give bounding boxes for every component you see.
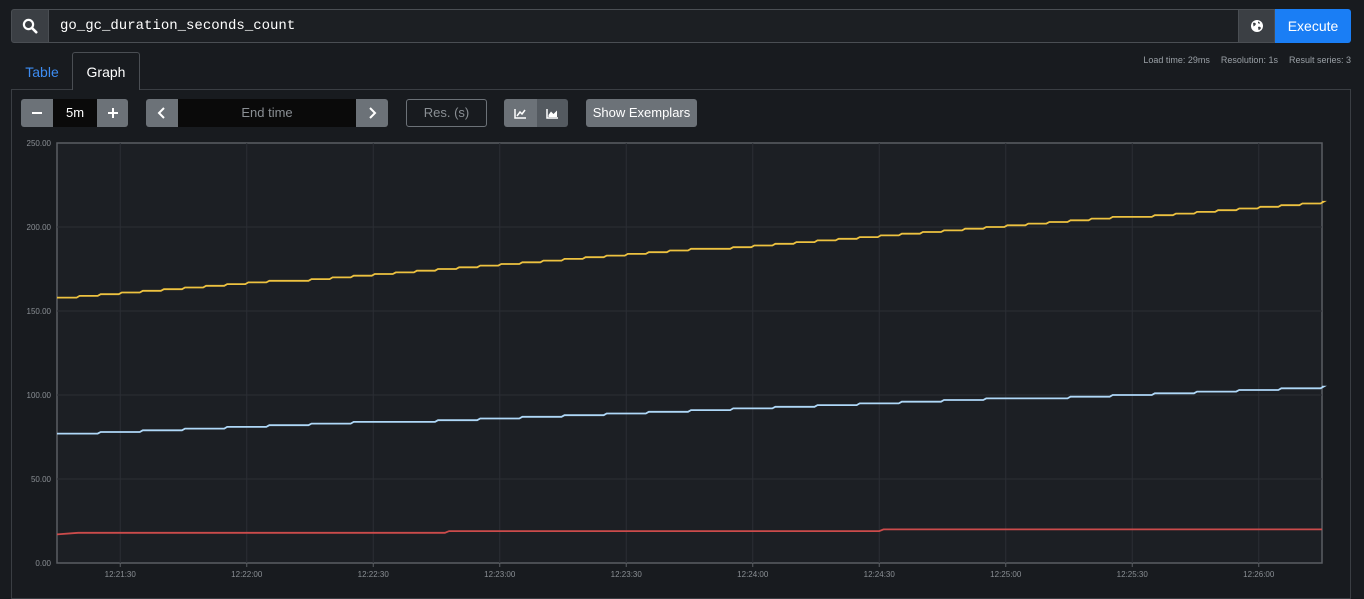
unstacked-lines-button[interactable] — [504, 99, 537, 127]
increase-range-button[interactable] — [97, 99, 128, 127]
chevron-right-icon — [369, 107, 377, 119]
search-icon-box — [11, 9, 49, 43]
previous-time-button[interactable] — [146, 99, 178, 127]
x-tick-label: 12:22:30 — [358, 570, 390, 579]
tab-table[interactable]: Table — [25, 64, 59, 80]
query-stats: Load time: 29ms Resolution: 1s Result se… — [1143, 55, 1351, 65]
area-chart-icon — [546, 108, 558, 119]
x-tick-label: 12:24:00 — [737, 570, 769, 579]
y-tick-label: 200.00 — [27, 223, 52, 232]
decrease-range-button[interactable] — [21, 99, 53, 127]
result-series-stat: Result series: 3 — [1288, 55, 1351, 65]
range-input[interactable]: 5m — [53, 99, 97, 127]
x-tick-label: 12:25:30 — [1117, 570, 1149, 579]
show-exemplars-button[interactable]: Show Exemplars — [586, 99, 697, 127]
stacked-area-button[interactable] — [537, 99, 568, 127]
search-icon — [22, 18, 38, 34]
y-tick-label: 0.00 — [35, 559, 51, 568]
series-line-1 — [57, 200, 1327, 299]
execute-button[interactable]: Execute — [1275, 9, 1351, 43]
plot-area — [56, 142, 1323, 564]
end-time-input[interactable]: End time — [178, 99, 356, 127]
x-tick-label: 12:21:30 — [105, 570, 137, 579]
next-time-button[interactable] — [356, 99, 388, 127]
query-expression-input[interactable]: go_gc_duration_seconds_count — [48, 9, 1239, 43]
x-tick-label: 12:24:30 — [864, 570, 896, 579]
x-tick-label: 12:26:00 — [1243, 570, 1275, 579]
metrics-explorer-button[interactable] — [1238, 9, 1275, 43]
series-line-3 — [56, 528, 1322, 536]
y-tick-label: 150.00 — [27, 307, 52, 316]
x-tick-label: 12:25:00 — [990, 570, 1022, 579]
tab-graph[interactable]: Graph — [72, 52, 140, 90]
plus-icon — [107, 108, 118, 118]
globe-icon — [1250, 20, 1263, 32]
x-tick-label: 12:23:30 — [611, 570, 643, 579]
x-tick-label: 12:23:00 — [484, 570, 516, 579]
y-tick-label: 250.00 — [27, 139, 52, 148]
line-chart-icon — [514, 108, 526, 119]
load-time: Load time: 29ms — [1143, 55, 1210, 65]
y-tick-label: 50.00 — [31, 475, 52, 484]
series-line-2 — [57, 385, 1327, 435]
resolution-stat: Resolution: 1s — [1220, 55, 1278, 65]
chevron-left-icon — [157, 107, 165, 119]
minus-icon — [32, 112, 42, 114]
x-tick-label: 12:22:00 — [231, 570, 263, 579]
resolution-input[interactable]: Res. (s) — [406, 99, 487, 127]
y-tick-label: 100.00 — [27, 391, 52, 400]
